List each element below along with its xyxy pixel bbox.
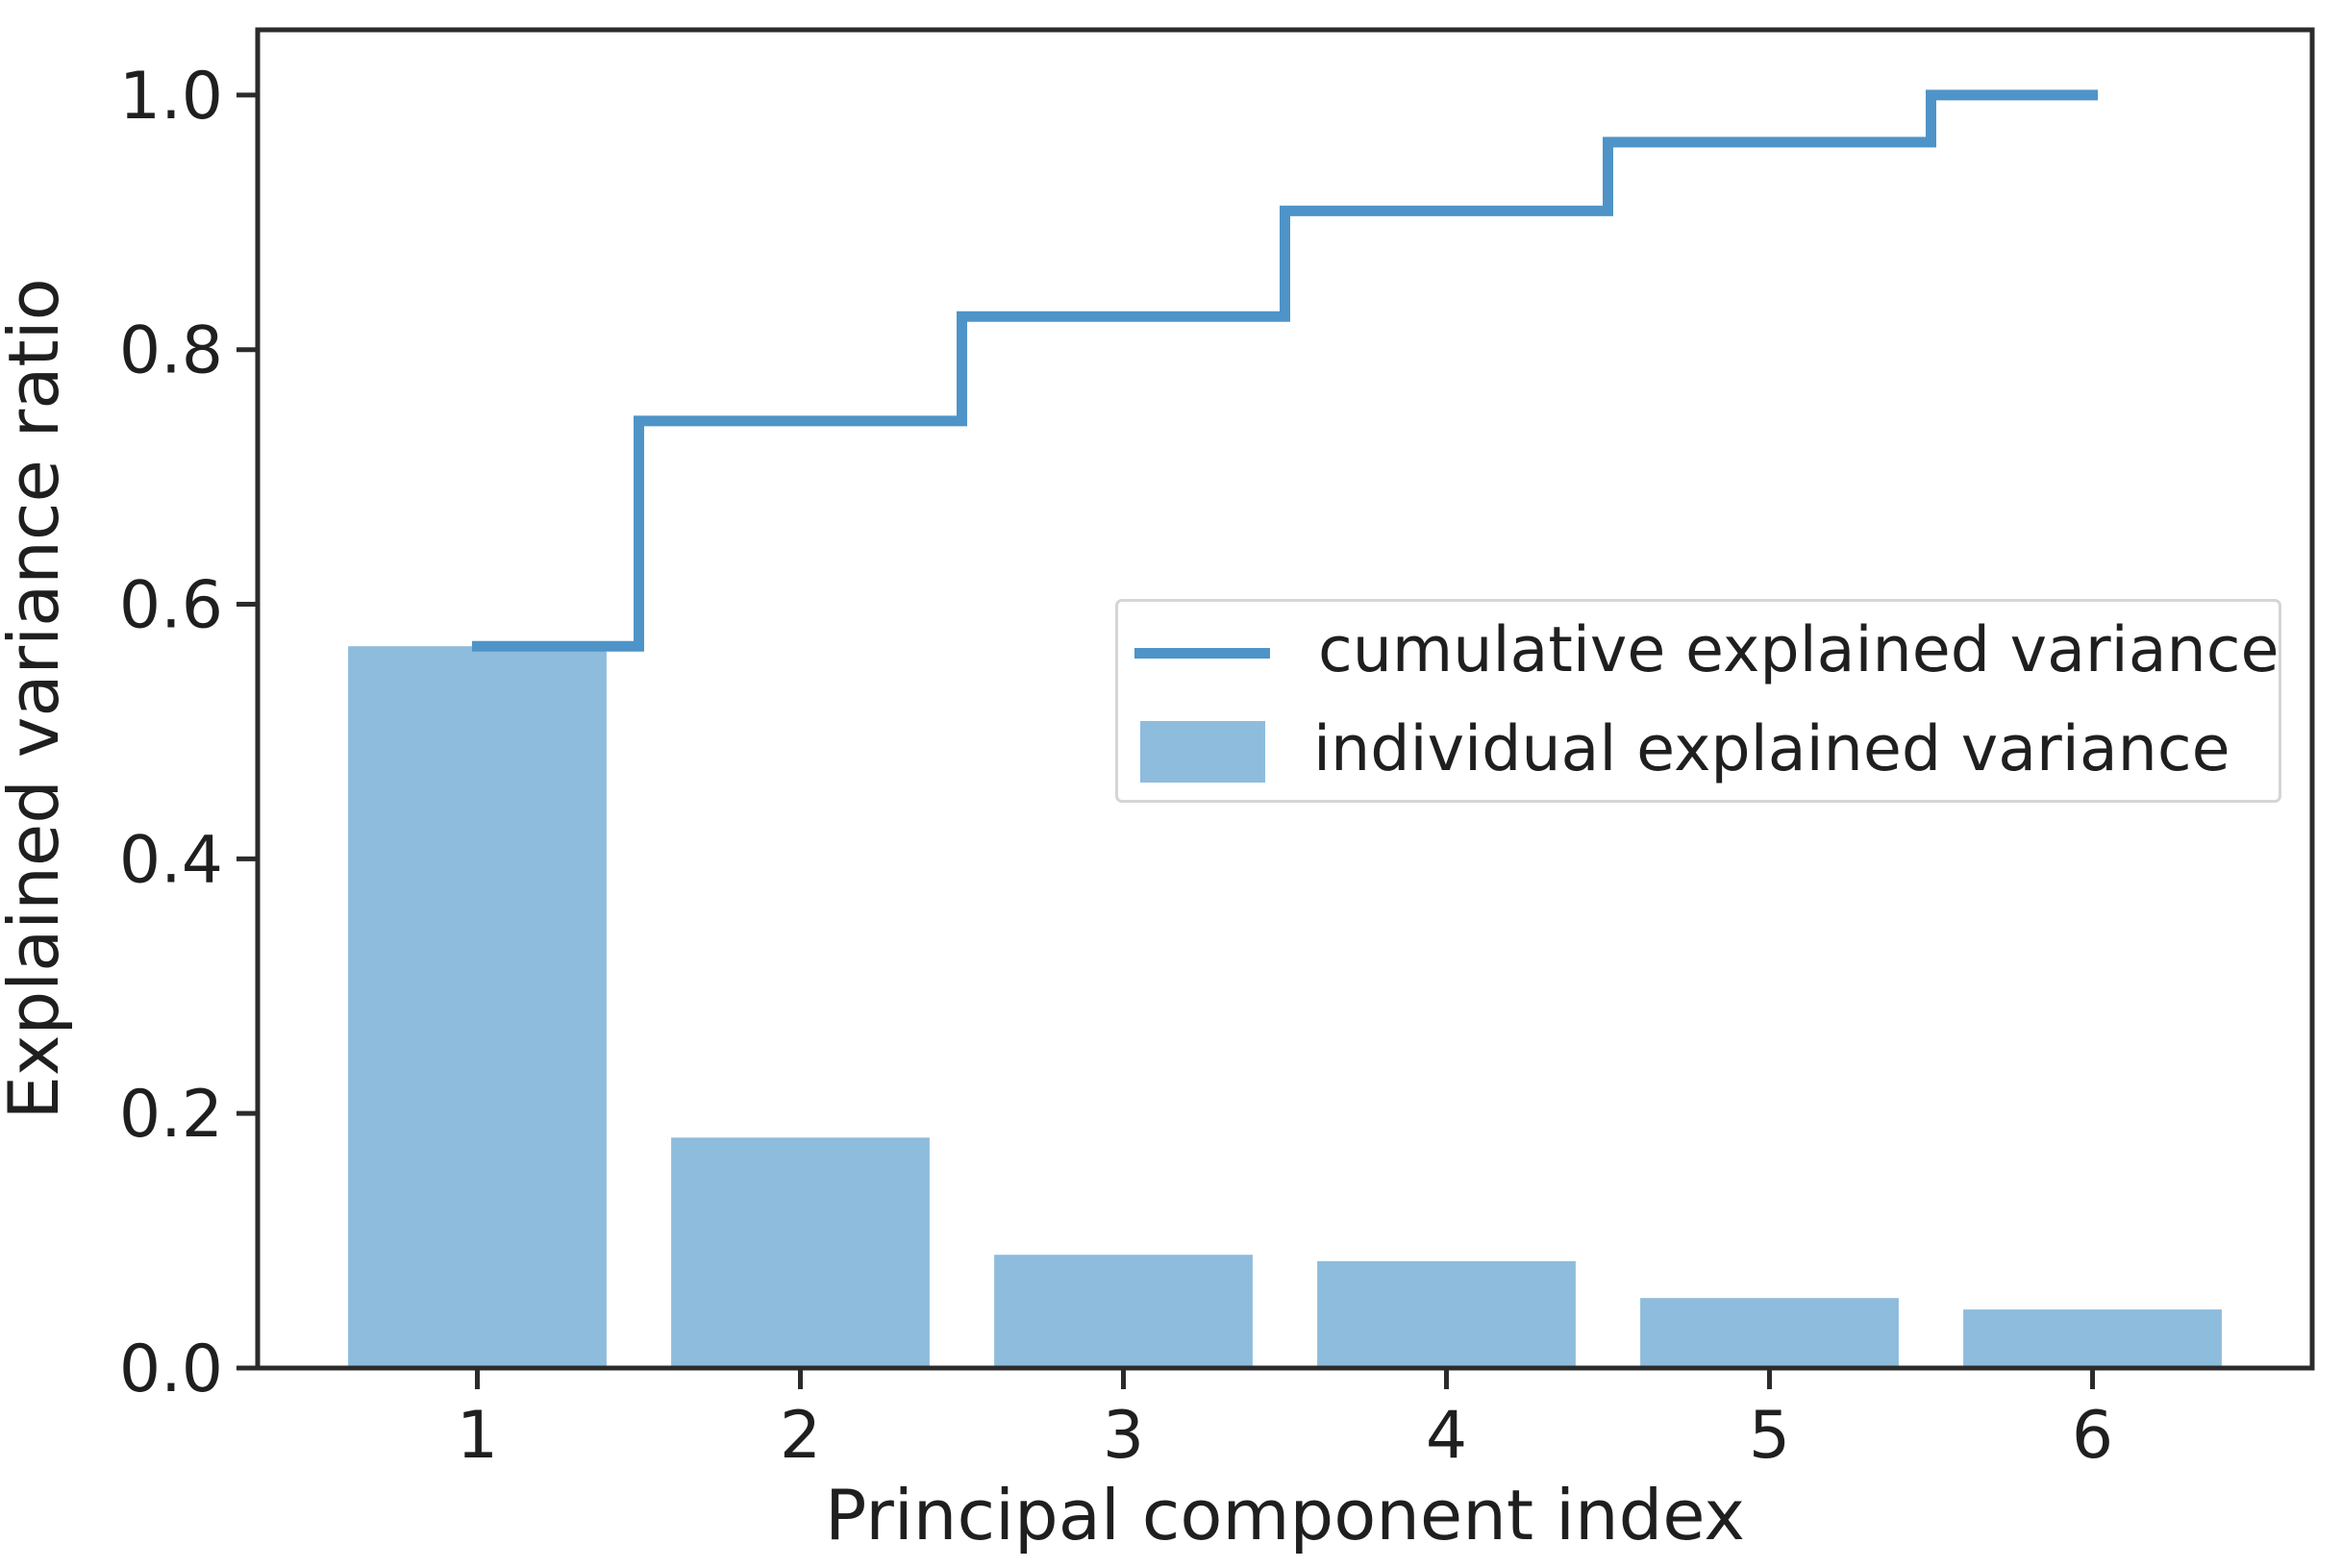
- x-tick-label-2: 2: [780, 1398, 821, 1474]
- legend-label-individual: individual explained variance: [1313, 712, 2230, 785]
- bar-pc2: [671, 1137, 930, 1368]
- bar-pc3: [994, 1255, 1253, 1368]
- x-tick-label-5: 5: [1749, 1398, 1790, 1474]
- legend-item-individual: individual explained variance: [1118, 701, 2279, 803]
- x-tick-label-4: 4: [1426, 1398, 1467, 1474]
- x-tick-label-1: 1: [457, 1398, 498, 1474]
- bar-pc5: [1640, 1298, 1899, 1368]
- y-tick-label-0.6: 0.6: [119, 568, 223, 644]
- legend-patch-swatch: [1140, 721, 1265, 783]
- bar-pc1: [348, 646, 607, 1368]
- y-tick-label-0.4: 0.4: [119, 822, 223, 898]
- y-tick-label-1.0: 1.0: [119, 59, 223, 135]
- x-axis-label: Principal component index: [825, 1475, 1745, 1556]
- y-axis-label: Explained variance ratio: [0, 278, 74, 1119]
- legend-item-cumulative: cumulative explained variance: [1118, 602, 2279, 704]
- x-tick-label-3: 3: [1103, 1398, 1144, 1474]
- legend-label-cumulative: cumulative explained variance: [1318, 613, 2280, 686]
- y-tick-label-0.2: 0.2: [119, 1077, 223, 1153]
- y-tick-label-0.0: 0.0: [119, 1332, 223, 1407]
- y-tick-label-0.8: 0.8: [119, 313, 223, 389]
- bar-pc6: [1963, 1309, 2222, 1368]
- bar-pc4: [1317, 1260, 1576, 1368]
- legend-line-swatch: [1134, 647, 1270, 659]
- legend: cumulative explained variance individual…: [1115, 599, 2281, 803]
- x-tick-label-6: 6: [2072, 1398, 2113, 1474]
- cumulative-step-line: [472, 89, 2098, 652]
- axes-spines: [255, 27, 2315, 1371]
